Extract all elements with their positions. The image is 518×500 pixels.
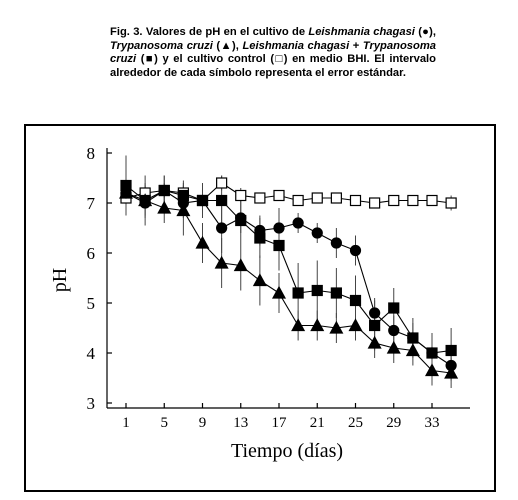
point (254, 232, 266, 244)
point (405, 343, 420, 357)
point (195, 235, 210, 249)
point (388, 302, 400, 314)
point (426, 347, 438, 359)
caption-text: (●), (414, 26, 436, 38)
point (273, 189, 285, 202)
x-tick-label: 33 (425, 415, 440, 431)
caption-text: + (349, 39, 363, 52)
point (388, 194, 400, 207)
series-line (125, 192, 452, 374)
point (369, 319, 381, 332)
point (330, 192, 342, 204)
point (252, 273, 267, 287)
x-tick-label: 29 (386, 415, 401, 431)
x-tick-label: 21 (310, 415, 325, 431)
point (158, 184, 170, 197)
point (311, 192, 323, 204)
y-tick-label: 4 (87, 344, 96, 363)
point (445, 197, 457, 209)
x-tick-label: 13 (233, 415, 248, 431)
point (386, 340, 401, 354)
caption-text: Trypanosoma cruzi (110, 39, 436, 66)
caption-text: Leishmania chagasi (308, 26, 415, 38)
point (139, 194, 151, 207)
y-tick-label: 8 (87, 144, 96, 163)
point (157, 200, 172, 214)
point (216, 194, 228, 207)
y-tick-label: 7 (87, 194, 96, 213)
point (196, 194, 209, 207)
caption-text: (■) y el cultivo control (□) en medio BH… (110, 53, 436, 79)
y-axis-label: pH (49, 268, 71, 292)
point (330, 237, 342, 249)
caption-text: Leishmania chagasi (242, 39, 350, 52)
point (349, 194, 362, 207)
point (311, 284, 323, 297)
point (369, 197, 381, 209)
point (445, 344, 457, 357)
point (292, 194, 304, 207)
x-tick-label: 1 (122, 415, 130, 431)
point (216, 222, 228, 234)
point (407, 194, 419, 207)
x-tick-label: 17 (272, 415, 288, 431)
point (349, 244, 362, 257)
point (330, 287, 342, 299)
point (311, 227, 323, 239)
point (348, 318, 363, 332)
point (444, 365, 459, 379)
x-tick-label: 25 (348, 415, 363, 431)
point (235, 189, 247, 202)
point (426, 194, 438, 207)
y-tick-label: 5 (87, 294, 96, 313)
point (176, 203, 191, 217)
y-tick-label: 3 (87, 394, 96, 413)
series-line (125, 189, 452, 366)
point (292, 217, 304, 229)
point (271, 285, 287, 299)
point (233, 258, 248, 272)
chart-frame (24, 124, 496, 492)
caption-text: Trypanosoma cruzi (110, 39, 213, 52)
point (388, 324, 400, 337)
y-tick-label: 6 (87, 244, 96, 263)
point (214, 255, 229, 269)
caption-text: Fig. 3. Valores de pH en el cultivo de (110, 26, 309, 38)
point (329, 320, 344, 334)
point (369, 307, 381, 319)
x-tick-label: 9 (199, 415, 207, 431)
x-axis-label: Tiempo (días) (231, 440, 343, 462)
point (310, 318, 325, 332)
point (235, 214, 247, 227)
point (292, 287, 304, 299)
point (120, 179, 132, 192)
point (291, 318, 306, 332)
point (273, 239, 285, 252)
caption-text: (▲), (212, 39, 243, 52)
x-tick-label: 5 (161, 415, 169, 431)
figure-caption: Fig. 3. Valores de pH en el cultivo de L… (110, 26, 436, 80)
point (349, 294, 362, 307)
point (216, 177, 228, 189)
point (367, 335, 382, 349)
point (424, 363, 440, 377)
point (254, 192, 266, 204)
point (118, 185, 134, 199)
point (177, 189, 189, 202)
point (273, 222, 285, 234)
series-line (125, 185, 452, 354)
point (407, 332, 419, 344)
